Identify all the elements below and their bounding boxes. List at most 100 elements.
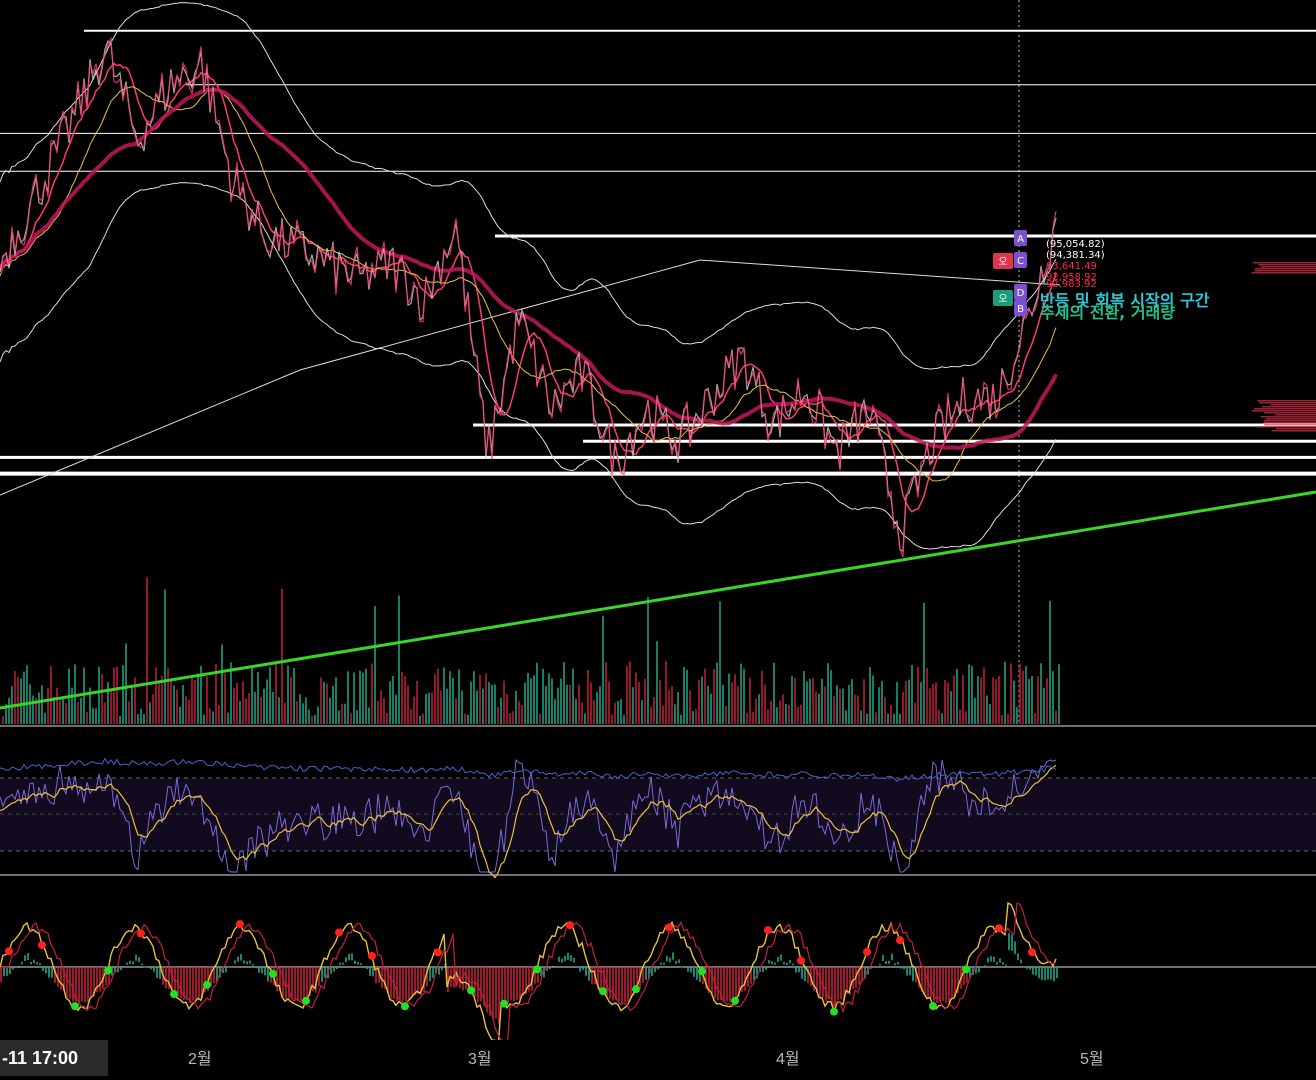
- histogram-bar: [171, 967, 173, 993]
- histogram-bar: [948, 967, 950, 1002]
- signal-badge: [1014, 252, 1027, 268]
- volume-bar: [365, 668, 367, 724]
- volume-bar: [845, 710, 847, 724]
- volume-bar: [1040, 663, 1042, 724]
- histogram-bar: [210, 967, 212, 987]
- time-label-feb: 2월: [188, 1051, 212, 1068]
- histogram-bar: [168, 967, 170, 990]
- histogram-bar: [774, 962, 776, 965]
- cross-up-dot: [401, 1002, 409, 1011]
- histogram-bar: [975, 967, 977, 974]
- volume-bar: [188, 699, 190, 724]
- moving-averages: [0, 62, 1058, 513]
- volume-bar: [656, 641, 658, 724]
- volume-bar: [1010, 663, 1012, 724]
- volume-bar: [362, 672, 364, 724]
- histogram-bar: [978, 967, 980, 973]
- volume-bar: [659, 679, 661, 724]
- volume-bar: [944, 679, 946, 724]
- histogram-bar: [747, 967, 749, 987]
- histogram-bar: [561, 958, 563, 963]
- histogram-bar: [540, 967, 542, 977]
- price-line: [0, 36, 1057, 558]
- volume-bar: [824, 686, 826, 724]
- oscillator-indicator: [0, 902, 1058, 1052]
- histogram-bar: [771, 961, 773, 965]
- rsi-signal-line: [0, 764, 1057, 879]
- histogram-bar: [1053, 967, 1055, 982]
- histogram-bar: [558, 956, 560, 962]
- volume-bar: [272, 691, 274, 724]
- histogram-bar: [687, 967, 689, 972]
- oscillator-d-line: [0, 902, 1057, 1052]
- volume-bar: [254, 691, 256, 724]
- volume-bar: [359, 670, 361, 724]
- histogram-bar: [630, 967, 632, 999]
- histogram-bar: [921, 967, 923, 993]
- volume-bar: [326, 683, 328, 724]
- volume-bar: [200, 665, 202, 724]
- histogram-bar: [42, 967, 44, 972]
- volume-bar: [764, 684, 766, 724]
- volume-bar: [1052, 671, 1054, 724]
- profile-bar: [1256, 426, 1316, 428]
- profile-bar: [1252, 410, 1316, 412]
- volume-bar: [827, 663, 829, 724]
- volume-bar: [413, 696, 415, 724]
- histogram-bar: [777, 956, 779, 962]
- volume-bar: [680, 714, 682, 724]
- histogram-bar: [234, 960, 236, 964]
- volume-bar: [554, 699, 556, 724]
- histogram-bar: [1017, 953, 1019, 961]
- histogram-bar: [186, 967, 188, 1000]
- histogram-bar: [885, 961, 887, 965]
- volume-bar: [734, 674, 736, 724]
- histogram-bar: [1005, 964, 1007, 966]
- histogram-bar: [717, 967, 719, 1001]
- histogram-bar: [21, 961, 23, 965]
- cross-down-dot: [1028, 948, 1036, 957]
- trendline[interactable]: [0, 490, 1316, 710]
- histogram-bar: [150, 967, 152, 970]
- volume-bar: [338, 710, 340, 724]
- rsi-indicator: [0, 757, 1057, 879]
- cross-up-dot: [698, 967, 706, 976]
- histogram-bar: [834, 967, 836, 1005]
- histogram-bar: [30, 961, 32, 965]
- histogram-bar: [24, 955, 26, 962]
- histogram-bar: [261, 967, 263, 974]
- volume-bar: [719, 601, 721, 724]
- histogram-bar: [75, 967, 77, 1002]
- volume-bar: [488, 682, 490, 724]
- histogram-bar: [1047, 967, 1049, 980]
- volume-bar: [176, 689, 178, 724]
- volume-bar: [314, 714, 316, 724]
- histogram-bar: [996, 962, 998, 965]
- volume-bar: [584, 713, 586, 724]
- histogram-bar: [681, 967, 683, 968]
- volume-bar: [848, 685, 850, 724]
- profile-bar: [1260, 266, 1316, 268]
- volume-bar: [788, 704, 790, 724]
- cross-up-dot: [533, 965, 541, 974]
- histogram-bar: [429, 967, 431, 982]
- volume-bar: [533, 675, 535, 724]
- support-levels: [0, 29, 1316, 476]
- histogram-bar: [579, 967, 581, 972]
- histogram-bar: [195, 967, 197, 1000]
- volume-bar: [740, 663, 742, 724]
- volume-bar: [893, 713, 895, 724]
- volume-bar: [1043, 687, 1045, 724]
- histogram-bar: [900, 967, 902, 969]
- volume-bar: [878, 687, 880, 724]
- histogram-bar: [156, 967, 158, 978]
- histogram-bar: [378, 967, 380, 983]
- volume-bar: [629, 661, 631, 724]
- histogram-bar: [48, 967, 50, 978]
- histogram-bar: [381, 967, 383, 988]
- histogram-bar: [648, 967, 650, 979]
- volume-bar: [140, 708, 142, 724]
- volume-bar: [287, 665, 289, 724]
- histogram-bar: [363, 967, 365, 969]
